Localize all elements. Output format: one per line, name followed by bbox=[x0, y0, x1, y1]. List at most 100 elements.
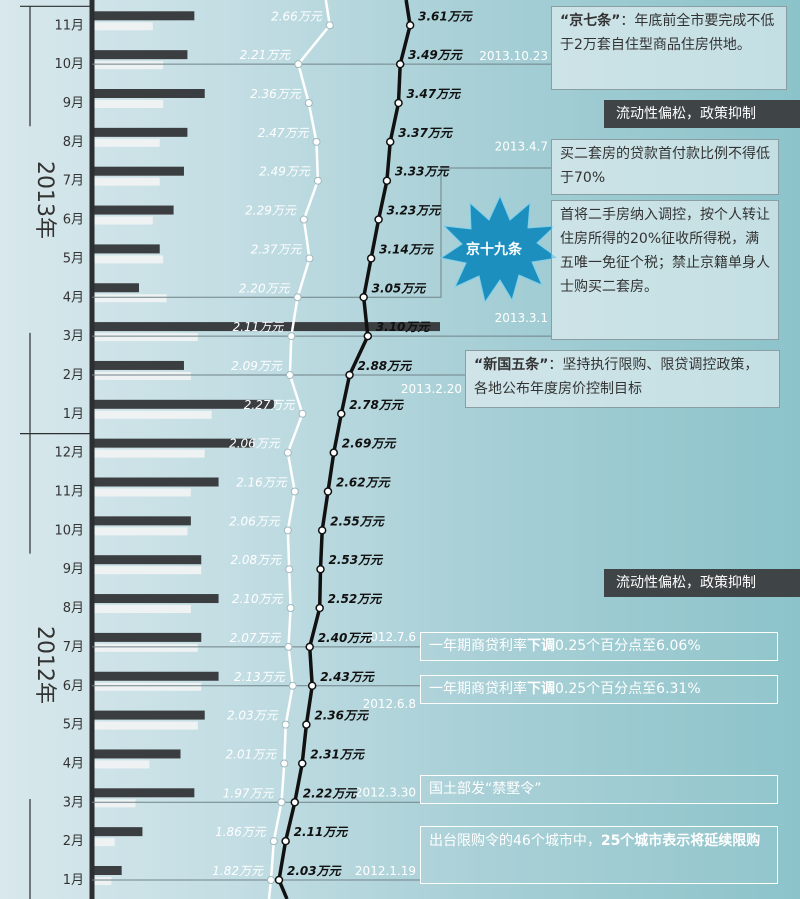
rate-cut-0608: 一年期商贷利率下调0.25个百分点至6.31% bbox=[420, 675, 778, 704]
rate2-bold: 下调 bbox=[527, 681, 555, 697]
bar-dark bbox=[94, 50, 188, 60]
black-point bbox=[382, 176, 392, 185]
month-tick-label: 11月 bbox=[54, 18, 84, 33]
black-point bbox=[329, 448, 339, 457]
black-value-label: 3.23万元 bbox=[387, 204, 443, 218]
black-point bbox=[297, 759, 307, 768]
bar-light bbox=[94, 294, 167, 303]
data-points bbox=[267, 21, 415, 885]
black-point bbox=[315, 603, 324, 613]
bar-dark bbox=[94, 205, 174, 215]
black-point bbox=[345, 370, 354, 380]
white-value-label: 2.07万元 bbox=[230, 631, 282, 645]
black-value-label: 2.78万元 bbox=[349, 398, 405, 412]
event-date-label: 2012.3.30 bbox=[355, 785, 416, 799]
black-value-label: 3.37万元 bbox=[398, 126, 454, 140]
event-date-label: 2012.7.6 bbox=[363, 630, 416, 644]
bar-light bbox=[94, 255, 164, 264]
xinguo5-body: ：坚持执行限购、限贷调控政策，各地公布年度房价控制目标 bbox=[474, 357, 759, 397]
bar-light bbox=[94, 371, 191, 380]
white-value-label: 2.10万元 bbox=[232, 592, 284, 606]
bar-light bbox=[94, 449, 205, 458]
purchase-limit-annotation: 出台限购令的46个城市中，25个城市表示将延续限购 bbox=[420, 826, 778, 884]
white-point bbox=[313, 176, 322, 185]
bar-dark bbox=[94, 322, 440, 332]
black-value-label: 2.40万元 bbox=[318, 631, 374, 645]
white-value-label: 2.37万元 bbox=[251, 242, 303, 256]
white-value-label: 2.16万元 bbox=[236, 476, 288, 490]
black-value-label: 2.69万元 bbox=[342, 437, 398, 451]
black-point bbox=[337, 409, 346, 419]
rate1-post: 0.25个百分点至6.06% bbox=[555, 638, 701, 654]
white-value-label: 2.47万元 bbox=[258, 126, 310, 140]
black-value-label: 2.31万元 bbox=[310, 747, 366, 761]
jing7-title: “京七条” bbox=[560, 13, 621, 29]
bar-dark bbox=[94, 360, 184, 370]
jing7-annotation: “京七条”：年底前全市要完成不低于2万套自住型商品住房供地。 bbox=[551, 6, 787, 90]
black-point bbox=[316, 564, 325, 574]
white-value-label: 2.49万元 bbox=[259, 165, 311, 179]
month-tick-label: 4月 bbox=[63, 290, 84, 305]
villa-ban-annotation: 国土部发“禁墅令” bbox=[420, 775, 778, 804]
white-point bbox=[287, 332, 296, 341]
white-value-label: 2.13万元 bbox=[234, 670, 286, 684]
black-point bbox=[366, 254, 376, 263]
bar-dark bbox=[94, 671, 219, 681]
rate2-pre: 一年期商贷利率 bbox=[429, 681, 527, 697]
black-point bbox=[302, 720, 311, 729]
bar-dark bbox=[94, 244, 160, 254]
white-value-label: 2.03万元 bbox=[227, 709, 279, 723]
white-value-label: 2.09万元 bbox=[231, 359, 283, 373]
white-value-label: 2.29万元 bbox=[245, 204, 297, 218]
rate1-bold: 下调 bbox=[527, 638, 555, 654]
bar-light bbox=[94, 216, 153, 225]
bar-light bbox=[94, 877, 112, 885]
bar-light bbox=[94, 100, 164, 108]
month-labels: 1月 2月 3月 4月 5月 6月 7月 8月 9月 10月 11月 12月 1月 2月 3月 4月 5月 6月 7… bbox=[54, 18, 84, 888]
month-tick-label: 12月 bbox=[54, 446, 84, 461]
white-value-label: 2.66万元 bbox=[271, 9, 323, 23]
black-point bbox=[405, 21, 415, 30]
rate-cut-0706: 一年期商贷利率下调0.25个百分点至6.06% bbox=[420, 632, 778, 661]
annotation-connectors: 2013.10.23 2013.4.7 2013.3.1 2013.2.20 2012.… bbox=[92, 49, 551, 881]
white-value-label: 2.06万元 bbox=[229, 437, 281, 451]
month-tick-label: 8月 bbox=[63, 601, 84, 616]
month-tick-label: 5月 bbox=[63, 251, 84, 266]
bar-light bbox=[94, 605, 191, 614]
policy-banner-top: 流动性偏松，政策抑制 bbox=[604, 100, 800, 128]
black-point bbox=[394, 98, 403, 108]
white-point bbox=[288, 681, 297, 690]
white-point bbox=[283, 526, 292, 535]
black-value-label: 2.43万元 bbox=[320, 670, 376, 684]
black-point bbox=[374, 215, 383, 224]
year-brackets bbox=[20, 5, 92, 899]
bar-dark bbox=[94, 788, 195, 798]
month-tick-label: 1月 bbox=[63, 873, 84, 888]
rate1-pre: 一年期商贷利率 bbox=[429, 638, 527, 654]
month-tick-label: 2月 bbox=[63, 368, 84, 383]
white-value-label: 1.86万元 bbox=[215, 825, 267, 839]
bar-dark bbox=[94, 283, 139, 293]
black-point bbox=[395, 59, 405, 69]
black-point bbox=[359, 293, 368, 302]
white-point bbox=[294, 60, 303, 69]
bar-dark bbox=[94, 555, 202, 565]
bar-dark bbox=[94, 749, 181, 759]
black-value-label: 3.49万元 bbox=[408, 48, 464, 62]
month-tick-label: 3月 bbox=[63, 795, 84, 810]
white-point bbox=[325, 21, 334, 30]
bar-light bbox=[94, 177, 160, 186]
bar-dark bbox=[94, 127, 188, 137]
bar-dark bbox=[94, 632, 202, 642]
bar-dark bbox=[94, 477, 219, 487]
white-point bbox=[304, 99, 313, 107]
event-date-label: 2013.2.20 bbox=[401, 382, 462, 396]
white-point bbox=[277, 798, 286, 807]
bar-light bbox=[94, 682, 202, 691]
event-date-label: 2012.1.19 bbox=[355, 864, 416, 878]
starburst-shape bbox=[439, 194, 560, 304]
white-value-label: 2.21万元 bbox=[240, 48, 292, 62]
black-value-label: 2.62万元 bbox=[336, 476, 392, 490]
white-value-label: 1.82万元 bbox=[212, 864, 264, 878]
